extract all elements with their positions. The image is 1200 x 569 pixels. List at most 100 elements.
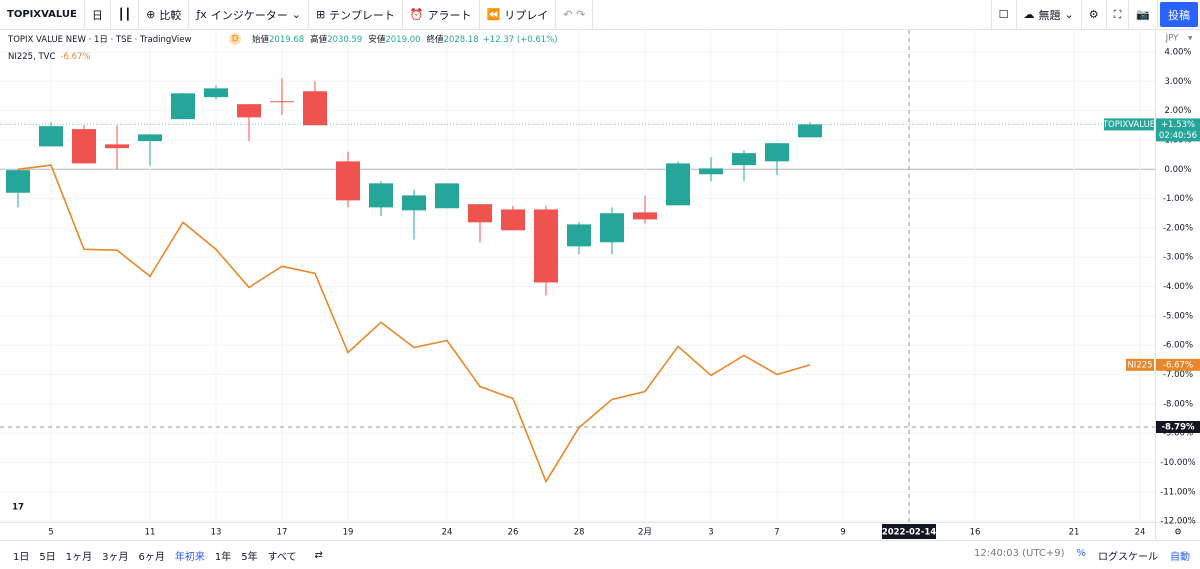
candle-body bbox=[237, 104, 261, 118]
range-button[interactable]: 年初来 bbox=[174, 551, 205, 563]
undo-redo[interactable]: ↶ ↷ bbox=[556, 0, 594, 29]
range-button[interactable]: 5年 bbox=[241, 551, 258, 563]
replay-button[interactable]: ⏪ リプレイ bbox=[480, 0, 557, 29]
y-tick-label: -7.00% bbox=[1163, 370, 1193, 380]
ohlc-value: 2030.59 bbox=[327, 35, 362, 45]
symbol[interactable]: TOPIXVALUE bbox=[0, 0, 85, 29]
x-tick-label: 9 bbox=[840, 528, 845, 538]
templates-button[interactable]: ⊞ テンプレート bbox=[309, 0, 403, 29]
y-tick-label: -8.00% bbox=[1163, 399, 1193, 409]
percent[interactable]: % bbox=[1076, 547, 1086, 559]
candle-body bbox=[402, 195, 426, 211]
x-tick-label: 24 bbox=[1135, 528, 1146, 538]
candle-body bbox=[600, 213, 624, 243]
price-tag bbox=[1156, 358, 1200, 371]
interval[interactable]: 日 bbox=[85, 0, 111, 29]
candle-body bbox=[633, 212, 657, 220]
y-tick-label: -2.00% bbox=[1163, 223, 1193, 233]
replay: リプレイ bbox=[504, 8, 549, 22]
candle-body bbox=[765, 143, 789, 162]
log-scale[interactable]: ログスケール bbox=[1098, 551, 1158, 563]
series-name: NI225 bbox=[1127, 360, 1152, 370]
crosshair-y-tag bbox=[1156, 421, 1200, 434]
range-button[interactable]: 1日 bbox=[13, 551, 30, 563]
alert-button[interactable]: ⏰ アラート bbox=[403, 0, 480, 29]
y-tick-label: 0.00% bbox=[1164, 165, 1191, 175]
y-tick-label: 2.00% bbox=[1164, 106, 1191, 116]
y-tick-label: -4.00% bbox=[1163, 282, 1193, 292]
ohlc-label: 始値 bbox=[252, 34, 270, 45]
candle-body bbox=[798, 124, 822, 138]
y-tick-label: -12.00% bbox=[1160, 517, 1195, 527]
snapshot[interactable]: 📷 bbox=[1129, 0, 1158, 29]
ranges: 1日 5日 1ヶ月 3ヶ月 6ヶ月 年初来 1年 5年 すべて bbox=[0, 548, 302, 563]
candle-body bbox=[6, 170, 30, 193]
axis-settings: ⚙ bbox=[1174, 528, 1182, 538]
range-button[interactable]: 6ヶ月 bbox=[138, 551, 165, 563]
calendar-icon[interactable]: ⇄ bbox=[314, 549, 323, 561]
indicators-button[interactable]: ƒx インジケーター ⌄ bbox=[189, 0, 309, 29]
range-button[interactable]: 5日 bbox=[39, 551, 56, 563]
toolbar-right: ☐ ☁ 無題 ⌄ ⚙ ⛶ 📷 投稿 bbox=[990, 0, 1200, 29]
layout-button[interactable]: ☁ 無題 ⌄ bbox=[1017, 0, 1082, 29]
currency: JPY bbox=[1165, 34, 1179, 44]
indicators: インジケーター bbox=[210, 8, 288, 22]
publish-button[interactable]: 投稿 bbox=[1160, 2, 1198, 27]
range-button[interactable]: すべて bbox=[267, 551, 297, 563]
settings[interactable]: ⚙ bbox=[1082, 0, 1107, 29]
last-value: +1.53% bbox=[1161, 120, 1195, 130]
alert: アラート bbox=[427, 8, 472, 22]
x-tick-label: 5 bbox=[48, 528, 53, 538]
crosshair-y-label: -8.79% bbox=[1161, 423, 1194, 433]
layout-toggle[interactable]: ☐ bbox=[990, 0, 1017, 29]
x-tick-label: 13 bbox=[211, 528, 222, 538]
x-tick-label: 3 bbox=[708, 528, 713, 538]
toolbar: TOPIXVALUE 日 ┃┃ ⊕ 比較 ƒx インジケーター ⌄ ⊞ テンプレ… bbox=[0, 0, 1200, 30]
badge: D bbox=[232, 35, 239, 45]
x-tick-label: 19 bbox=[343, 528, 354, 538]
candle-body bbox=[105, 144, 129, 149]
ohlc-value: 2028.18 bbox=[444, 35, 479, 45]
ohlc-value: 2019.68 bbox=[269, 35, 304, 45]
candle-icon[interactable]: ┃┃ bbox=[111, 0, 140, 29]
legend-change: +12.37 (+0.61%) bbox=[483, 35, 558, 45]
y-tick-label: 3.00% bbox=[1164, 77, 1191, 87]
range-button[interactable]: 3ヶ月 bbox=[102, 551, 129, 563]
compare-button[interactable]: ⊕ 比較 bbox=[139, 0, 190, 29]
fullscreen[interactable]: ⛶ bbox=[1107, 0, 1130, 29]
price-axis bbox=[1155, 30, 1200, 522]
candle-body bbox=[171, 93, 195, 120]
candle-body bbox=[468, 204, 492, 223]
y-tick-label: -3.00% bbox=[1163, 253, 1193, 263]
candle-body bbox=[666, 163, 690, 206]
x-tick-label: 24 bbox=[442, 528, 453, 538]
ohlc-label: 安値 bbox=[368, 34, 386, 45]
layout-name: 無題 bbox=[1038, 8, 1061, 22]
range-button[interactable]: 1ヶ月 bbox=[65, 551, 93, 563]
templates: テンプレート bbox=[329, 8, 395, 22]
x-tick-label: 17 bbox=[277, 528, 288, 538]
y-tick-label: -5.00% bbox=[1163, 311, 1193, 321]
countdown: 02:40:56 bbox=[1159, 131, 1197, 141]
x-tick-label: 16 bbox=[970, 528, 981, 538]
x-tick-label: 26 bbox=[508, 528, 519, 538]
candle-body bbox=[336, 161, 360, 201]
auto-scale[interactable]: 自動 bbox=[1170, 551, 1190, 563]
ohlc-label: 終値 bbox=[427, 34, 445, 45]
candle-body bbox=[138, 134, 162, 142]
bottom-right: 12:40:03 (UTC+9) % ログスケール 自動 bbox=[974, 548, 1200, 563]
candle-body bbox=[534, 209, 558, 283]
badge-bg bbox=[229, 33, 241, 45]
legend-compare: NI225, TVC -6.67% bbox=[8, 52, 91, 62]
series-tag bbox=[1126, 358, 1154, 371]
y-tick-label: -9.00% bbox=[1163, 429, 1193, 439]
compare-name: NI225, TVC bbox=[8, 52, 55, 62]
candle-body bbox=[204, 88, 228, 98]
series-name: TOPIXVALUE bbox=[1102, 120, 1155, 130]
tv-logo: 17 bbox=[12, 503, 24, 513]
x-tick-label: 28 bbox=[574, 528, 585, 538]
candle-body bbox=[435, 183, 459, 209]
range-button[interactable]: 1年 bbox=[214, 551, 232, 563]
